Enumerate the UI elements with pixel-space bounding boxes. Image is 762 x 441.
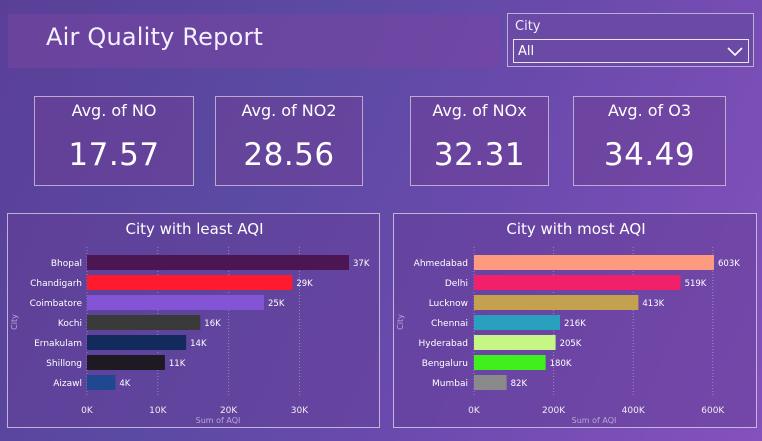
x-axis-label: Sum of AQI: [196, 416, 241, 425]
kpi-title: Avg. of NO: [71, 101, 157, 120]
data-label: 82K: [511, 379, 528, 389]
kpi-title: Avg. of NOx: [432, 101, 527, 120]
city-slicer-label: City: [515, 19, 541, 34]
x-tick-label: 20K: [220, 406, 238, 416]
kpi-value: 32.31: [433, 137, 526, 173]
category-label: Hyderabad: [419, 339, 469, 349]
chart-title: City with least AQI: [125, 220, 263, 238]
category-label: Chennai: [431, 319, 468, 329]
x-tick-label: 400K: [622, 406, 646, 416]
data-label: 14K: [190, 339, 207, 349]
kpi-value: 17.57: [68, 137, 160, 173]
city-dropdown[interactable]: All: [513, 39, 749, 63]
category-label: Chandigarh: [30, 279, 82, 289]
city-dropdown-value: All: [518, 44, 535, 59]
data-label: 216K: [564, 319, 586, 329]
bar: [87, 335, 187, 350]
data-label: 25K: [268, 299, 285, 309]
data-label: 603K: [718, 259, 740, 269]
category-label: Delhi: [445, 279, 468, 289]
bar: [474, 315, 560, 330]
chart-title: City with most AQI: [506, 220, 645, 238]
kpi-card-o3: Avg. of O3 34.49: [573, 96, 726, 186]
x-axis-label: Sum of AQI: [572, 416, 617, 425]
data-label: 11K: [169, 359, 186, 369]
category-label: Kochi: [58, 319, 82, 329]
y-axis-label: City: [396, 314, 405, 330]
category-label: Lucknow: [429, 299, 468, 309]
bar: [87, 315, 201, 330]
category-label: Mumbai: [432, 379, 468, 389]
kpi-card-no2: Avg. of NO2 28.56: [215, 96, 363, 186]
data-label: 180K: [550, 359, 572, 369]
kpi-card-no: Avg. of NO 17.57: [34, 96, 194, 186]
bar: [87, 295, 265, 310]
x-tick-label: 10K: [149, 406, 167, 416]
category-label: Aizawl: [53, 379, 82, 389]
bar: [474, 275, 681, 290]
bar: [474, 255, 714, 270]
bar: [474, 335, 556, 350]
kpi-card-nox: Avg. of NOx 32.31: [410, 96, 549, 186]
least-aqi-chart: City with least AQI 0K 10K 20K 30K Sum of AQI…: [10, 220, 370, 425]
most-aqi-chart-card: City with most AQI 0K 200K 400K 600K Sum of A…: [393, 213, 757, 428]
category-label: Bhopal: [51, 259, 82, 269]
chevron-down-icon[interactable]: [726, 42, 744, 60]
x-tick-label: 200K: [542, 406, 566, 416]
least-aqi-chart-card: City with least AQI 0K 10K 20K 30K Sum of AQI…: [7, 213, 380, 428]
bar: [87, 355, 165, 370]
page-title: Air Quality Report: [46, 23, 264, 51]
kpi-value: 28.56: [243, 137, 335, 173]
bar: [87, 275, 293, 290]
data-label: 205K: [560, 339, 582, 349]
city-slicer: City All: [507, 13, 754, 67]
data-label: 37K: [353, 259, 370, 269]
most-aqi-chart: City with most AQI 0K 200K 400K 600K Sum of A…: [396, 220, 740, 425]
x-tick-label: 0K: [468, 406, 481, 416]
category-label: Shillong: [46, 359, 82, 369]
x-tick-label: 600K: [701, 406, 725, 416]
bar: [87, 375, 116, 390]
x-tick-label: 30K: [291, 406, 309, 416]
data-label: 29K: [296, 279, 313, 289]
data-label: 413K: [642, 299, 664, 309]
category-label: Bengaluru: [422, 359, 468, 369]
bar: [474, 375, 507, 390]
y-axis-label: City: [10, 314, 19, 330]
kpi-title: Avg. of O3: [607, 101, 692, 120]
x-tick-label: 0K: [81, 406, 94, 416]
bar: [474, 355, 546, 370]
bar: [474, 295, 639, 310]
data-label: 4K: [119, 379, 130, 389]
data-label: 519K: [685, 279, 707, 289]
category-label: Ernakulam: [34, 339, 82, 349]
category-label: Coimbatore: [30, 299, 83, 309]
bar: [87, 255, 349, 270]
kpi-title: Avg. of NO2: [241, 101, 337, 120]
report-header: Air Quality Report: [8, 14, 500, 68]
kpi-value: 34.49: [603, 137, 696, 173]
category-label: Ahmedabad: [414, 259, 468, 269]
data-label: 16K: [204, 319, 221, 329]
